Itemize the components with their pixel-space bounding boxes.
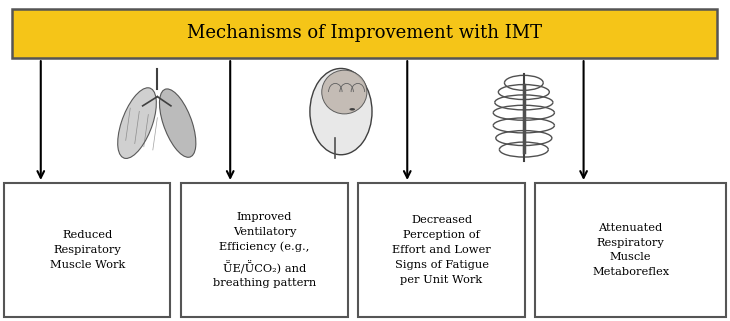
Point (148, 148, 157, 152)
Ellipse shape (310, 68, 372, 155)
Point (144, 113, 153, 117)
Point (166, 104, 175, 108)
Line: 2 pts: 2 pts (142, 97, 158, 106)
Point (153, 67, 162, 71)
FancyBboxPatch shape (536, 183, 726, 317)
Ellipse shape (118, 88, 156, 159)
FancyBboxPatch shape (181, 183, 347, 317)
Point (520, 72, 529, 75)
Point (153, 95, 162, 99)
Point (153, 116, 162, 120)
Point (121, 138, 130, 142)
Ellipse shape (322, 70, 367, 114)
Ellipse shape (159, 89, 196, 157)
FancyBboxPatch shape (358, 183, 525, 317)
Line: 2 pts: 2 pts (126, 108, 130, 140)
Text: Reduced
Respiratory
Muscle Work: Reduced Respiratory Muscle Work (50, 230, 125, 270)
Point (153, 95, 162, 99)
FancyBboxPatch shape (12, 9, 717, 58)
Point (138, 104, 147, 108)
Line: 2 pts: 2 pts (153, 118, 158, 150)
Text: Improved
Ventilatory
Efficiency (e.g.,
ṺE/ṺCO₂) and
breathing pattern: Improved Ventilatory Efficiency (e.g., Ṻ… (213, 212, 316, 288)
Point (331, 156, 339, 160)
Point (126, 106, 134, 110)
Point (153, 87, 162, 91)
Point (139, 145, 148, 149)
Text: Decreased
Perception of
Effort and Lower
Signs of Fatigue
per Unit Work: Decreased Perception of Effort and Lower… (392, 215, 491, 285)
Text: Attenuated
Respiratory
Muscle
Metaboreflex: Attenuated Respiratory Muscle Metaborefl… (592, 223, 669, 277)
Line: 2 pts: 2 pts (135, 111, 139, 143)
Line: 2 pts: 2 pts (144, 115, 148, 147)
Point (331, 136, 339, 140)
Point (520, 83, 529, 87)
Text: Mechanisms of Improvement with IMT: Mechanisms of Improvement with IMT (187, 24, 542, 42)
Circle shape (350, 108, 355, 110)
Point (520, 150, 529, 154)
Line: 2 pts: 2 pts (158, 97, 171, 106)
FancyBboxPatch shape (4, 183, 171, 317)
Point (131, 142, 139, 145)
Point (520, 159, 529, 163)
Point (135, 109, 144, 113)
